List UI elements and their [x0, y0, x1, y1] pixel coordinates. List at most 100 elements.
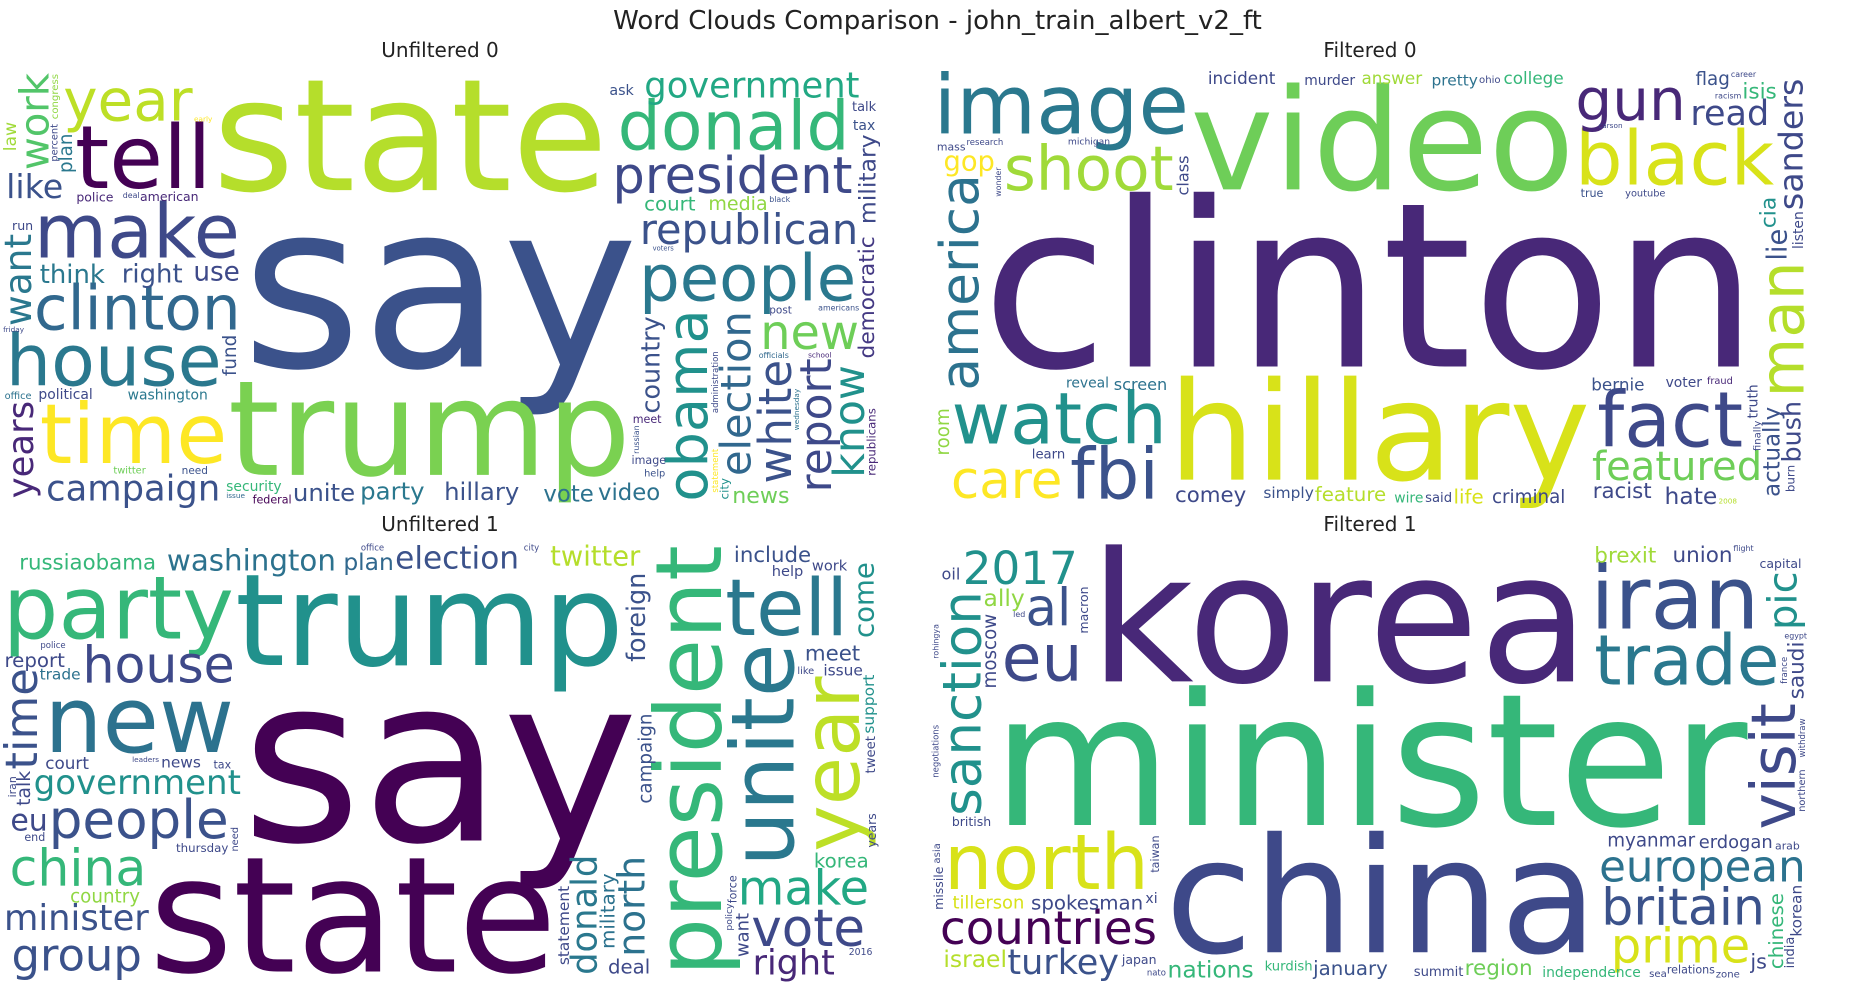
word-republicans: republicans — [865, 408, 879, 476]
word-obama: obama — [656, 309, 721, 501]
word-truth: truth — [1745, 384, 1761, 418]
word-shoot: shoot — [1004, 134, 1174, 205]
word-january: january — [1312, 957, 1388, 980]
word-trade: trade — [40, 665, 81, 683]
word-plan: plan — [56, 134, 77, 173]
word-relations: relations — [1667, 963, 1715, 976]
word-oil: oil — [942, 565, 961, 584]
word-countries: countries — [940, 902, 1157, 956]
word-election: election — [395, 542, 519, 577]
word-screen: screen — [1114, 375, 1168, 394]
word-voter: voter — [1666, 375, 1703, 391]
word-mass: mass — [937, 140, 966, 153]
word-group: group — [12, 928, 142, 981]
word-like: like — [797, 666, 814, 677]
panel-title-unfiltered-1: Unfiltered 1 — [381, 512, 499, 536]
word-rohingya: rohingya — [932, 624, 941, 659]
word-gun: gun — [1575, 68, 1685, 134]
word-democratic: democratic — [855, 236, 880, 358]
word-republican: republican — [640, 205, 858, 254]
word-nato: nato — [1147, 969, 1166, 979]
word-country: country — [70, 887, 140, 908]
word-feature: feature — [1315, 483, 1386, 506]
word-meet: meet — [633, 413, 662, 426]
word-israel: israel — [943, 945, 1007, 973]
word-cloud-filtered-0: clinton hillary video america image black watc… — [930, 68, 1810, 508]
word-election: election — [712, 311, 761, 476]
word-city: city — [717, 478, 731, 500]
word-tax: tax — [853, 118, 875, 134]
word-saudi: saudi — [1784, 642, 1809, 700]
word-report: report — [4, 649, 65, 672]
word-egypt: egypt — [1784, 631, 1807, 640]
panel-title-unfiltered-0: Unfiltered 0 — [381, 38, 499, 62]
word-north: north — [609, 856, 653, 957]
word-congress: congress — [50, 74, 61, 119]
word-tell: tell — [725, 562, 848, 654]
word-youtube: youtube — [1625, 189, 1665, 200]
word-friday: friday — [3, 325, 25, 334]
word-isis: isis — [1742, 79, 1776, 104]
word-brexit: brexit — [1594, 543, 1656, 568]
word-cloud-filtered-1: minister china korea north trade countries eur… — [930, 542, 1810, 982]
word-america: america — [930, 174, 991, 390]
word-eu: eu — [1002, 621, 1083, 696]
word-include: include — [734, 543, 811, 568]
word-moscow: moscow — [980, 614, 1001, 689]
word-minister: minister — [993, 655, 1748, 869]
word-city: city — [524, 544, 539, 554]
word-party: party — [3, 557, 234, 659]
word-president: president — [613, 147, 853, 206]
word-statement: statement — [711, 448, 721, 492]
word-federal: federal — [253, 494, 292, 507]
word-prime: prime — [1611, 919, 1750, 974]
word-plan: plan — [343, 548, 394, 576]
word-say: say — [242, 629, 639, 896]
word-burn: burn — [1784, 465, 1798, 492]
word-withdraw: withdraw — [1798, 718, 1808, 757]
word-taiwan: taiwan — [1149, 836, 1162, 873]
word-actually: actually — [1759, 407, 1785, 497]
word-research: research — [967, 138, 1004, 148]
word-hate: hate — [1665, 482, 1718, 508]
word-run: run — [12, 218, 33, 233]
word-washington: washington — [128, 387, 208, 403]
word-capital: capital — [1760, 556, 1802, 571]
word-michigan: michigan — [1068, 137, 1110, 148]
word-issue: issue — [226, 491, 245, 500]
word-pic: pic — [1760, 571, 1806, 630]
word-say: say — [242, 155, 639, 422]
word-tweet: tweet — [864, 736, 879, 773]
word-media: media — [708, 193, 767, 215]
word-asia: asia — [932, 843, 943, 863]
word-court: court — [644, 193, 696, 216]
word-fraud: fraud — [1707, 376, 1733, 387]
word-make: make — [34, 188, 240, 276]
word-featured: featured — [1592, 444, 1762, 490]
word-said: said — [1425, 491, 1452, 506]
word-room: room — [933, 408, 954, 455]
word-al: al — [1026, 578, 1072, 638]
word-european: european — [1599, 843, 1805, 893]
word-korea: korea — [1089, 542, 1589, 724]
word-president: president — [636, 545, 743, 976]
panel-title-filtered-0: Filtered 0 — [1323, 38, 1417, 62]
word-bush: bush — [1777, 401, 1807, 463]
word-issue: issue — [823, 661, 863, 679]
word-gop: gop — [944, 147, 995, 178]
word-state: state — [213, 68, 608, 227]
word-office: office — [361, 543, 384, 553]
word-talk: talk — [14, 771, 35, 806]
word-voters: voters — [653, 245, 675, 253]
word-party: party — [360, 477, 424, 506]
word-trade: trade — [1594, 621, 1779, 702]
word-work: work — [12, 72, 58, 170]
word-unite: unite — [712, 643, 814, 866]
word-france: france — [1780, 657, 1790, 684]
word-twitter: twitter — [113, 465, 146, 476]
word-region: region — [1465, 956, 1533, 981]
word-union: union — [1672, 543, 1732, 568]
word-security: security — [226, 479, 281, 495]
word-american: american — [140, 189, 199, 204]
word-country: country — [636, 316, 666, 413]
